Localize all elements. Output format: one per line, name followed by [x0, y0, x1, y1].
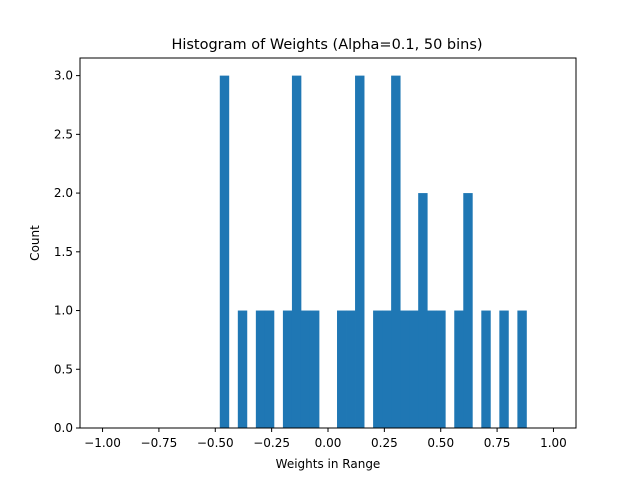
- histogram-bar: [219, 75, 230, 428]
- y-axis-ticks: 0.0 0.5 1.0 1.5 2.0 2.5 3.0: [54, 69, 80, 435]
- histogram-bar: [337, 310, 347, 428]
- y-tick-label: 1.5: [54, 245, 73, 259]
- histogram-bar: [454, 310, 464, 428]
- x-tick-label: −0.50: [197, 436, 234, 450]
- histogram-bar: [517, 310, 527, 428]
- y-tick-label: 0.0: [54, 421, 73, 435]
- histogram-bar: [264, 310, 275, 428]
- histogram-bar: [400, 310, 410, 428]
- histogram-bar: [427, 310, 437, 428]
- histogram-bar: [499, 310, 509, 428]
- y-tick-label: 2.0: [54, 186, 73, 200]
- histogram-bar: [373, 310, 383, 428]
- histogram-bar: [436, 310, 446, 428]
- chart-title: Histogram of Weights (Alpha=0.1, 50 bins…: [171, 37, 482, 53]
- histogram-bar: [309, 310, 320, 428]
- y-tick-label: 2.5: [54, 127, 73, 141]
- x-tick-label: 0.00: [315, 436, 342, 450]
- histogram-bar: [291, 75, 302, 428]
- x-tick-label: −0.25: [253, 436, 290, 450]
- histogram-bar: [382, 310, 392, 428]
- histogram-bar: [237, 310, 248, 428]
- x-tick-label: 0.25: [371, 436, 398, 450]
- histogram-bar: [300, 310, 311, 428]
- histogram-bar: [391, 75, 401, 428]
- histogram-bar: [481, 310, 491, 428]
- x-tick-label: −0.75: [141, 436, 178, 450]
- histogram-bar: [355, 75, 365, 428]
- bars-group: [219, 75, 527, 428]
- x-axis-label: Weights in Range: [276, 457, 381, 471]
- x-tick-label: 1.00: [540, 436, 567, 450]
- histogram-bar: [418, 193, 428, 428]
- y-tick-label: 3.0: [54, 69, 73, 83]
- y-axis-label: Count: [28, 225, 42, 261]
- histogram-bar: [409, 310, 419, 428]
- histogram-bar: [282, 310, 293, 428]
- x-tick-label: 0.75: [484, 436, 511, 450]
- y-tick-label: 0.5: [54, 362, 73, 376]
- x-axis-ticks: −1.00 −0.75 −0.50 −0.25 0.00 0.25 0.50 0.75 1.00: [84, 428, 567, 450]
- histogram-bar: [463, 193, 473, 428]
- x-tick-label: 0.50: [427, 436, 454, 450]
- x-tick-label: −1.00: [84, 436, 121, 450]
- histogram-bar: [346, 310, 356, 428]
- y-tick-label: 1.0: [54, 304, 73, 318]
- histogram-bar: [255, 310, 266, 428]
